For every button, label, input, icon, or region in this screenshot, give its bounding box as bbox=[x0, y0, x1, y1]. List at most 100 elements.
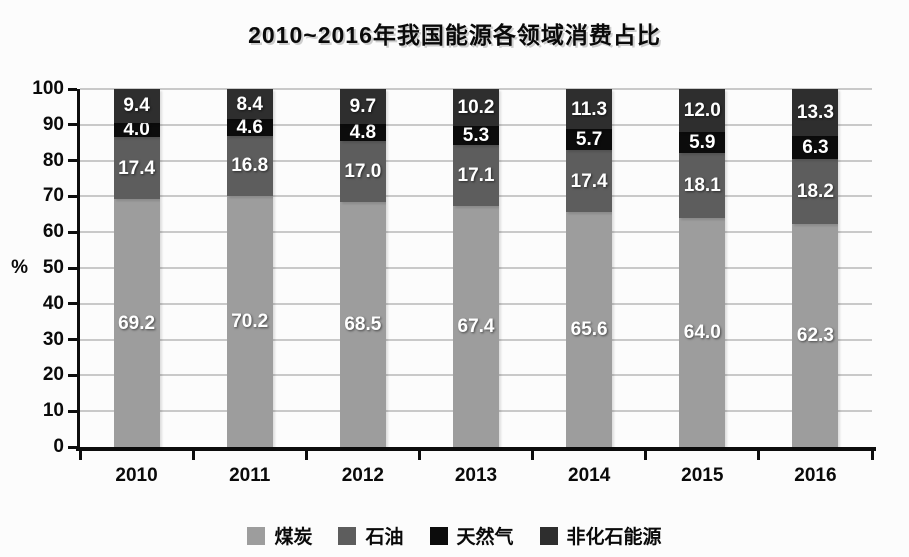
bar-value-label: 13.3 bbox=[796, 101, 834, 123]
x-axis-category-label: 2015 bbox=[681, 465, 724, 486]
y-axis-tick bbox=[68, 159, 77, 163]
y-axis-tick-label: 10 bbox=[42, 400, 64, 422]
bar-segment: 69.2 bbox=[113, 199, 160, 447]
bar-segment: 67.4 bbox=[453, 205, 499, 447]
gridline bbox=[80, 88, 872, 90]
bar-value-label: 67.4 bbox=[457, 315, 495, 337]
legend-label: 非化石能源 bbox=[566, 527, 662, 548]
bar-column-2012: 68.5 17.0 4.8 9.7 bbox=[339, 89, 386, 447]
y-axis-tick bbox=[68, 194, 77, 198]
bar-segment: 5.3 bbox=[453, 126, 499, 145]
bar-value-label: 65.6 bbox=[570, 319, 608, 341]
x-axis-line bbox=[76, 447, 876, 451]
x-axis-category-label: 2012 bbox=[341, 465, 384, 486]
bar-value-label: 6.3 bbox=[802, 137, 829, 159]
legend-item: 天然气 bbox=[429, 522, 514, 549]
bar-segment: 6.3 bbox=[792, 136, 839, 159]
y-axis-tick bbox=[68, 373, 77, 377]
bar-value-label: 18.2 bbox=[796, 180, 834, 202]
x-axis-tick bbox=[417, 451, 421, 460]
y-axis-tick bbox=[68, 445, 77, 449]
y-axis-tick bbox=[68, 123, 77, 127]
x-axis-tick bbox=[870, 451, 874, 460]
x-axis-category-label: 2010 bbox=[115, 465, 158, 486]
legend-label: 煤炭 bbox=[274, 527, 313, 548]
y-axis-tick bbox=[68, 409, 77, 413]
bar-column-2011: 70.2 16.8 4.6 8.4 bbox=[226, 89, 273, 447]
bar-value-label: 17.4 bbox=[570, 170, 608, 192]
y-axis-tick-label: 80 bbox=[42, 149, 64, 171]
bar-column-2013: 67.4 17.1 5.3 10.2 bbox=[453, 89, 499, 447]
y-axis-tick-label: 60 bbox=[42, 221, 64, 243]
bar-value-label: 17.4 bbox=[118, 157, 156, 179]
bar-segment: 4.6 bbox=[226, 116, 273, 138]
bar-segment: 12.0 bbox=[679, 89, 726, 132]
x-axis-tick bbox=[191, 451, 195, 460]
y-axis-tick bbox=[68, 87, 77, 91]
bar-segment: 64.0 bbox=[679, 217, 726, 447]
bar-segment: 8.4 bbox=[226, 89, 273, 120]
x-axis-tick bbox=[304, 451, 308, 460]
bar-value-label: 8.4 bbox=[236, 93, 263, 115]
x-axis-tick bbox=[757, 451, 761, 460]
legend: 煤炭 石油 天然气 非化石能源 bbox=[0, 522, 909, 549]
x-axis-tick bbox=[531, 451, 535, 460]
x-axis-category-label: 2016 bbox=[794, 465, 837, 486]
bar-value-label: 16.8 bbox=[231, 155, 269, 177]
y-axis-tick-label: 70 bbox=[42, 185, 64, 207]
bar-segment: 18.1 bbox=[679, 153, 726, 218]
legend-label: 天然气 bbox=[456, 527, 514, 548]
bar-segment: 17.4 bbox=[113, 136, 160, 200]
x-axis-tick bbox=[78, 451, 82, 460]
legend-item: 非化石能源 bbox=[539, 522, 662, 549]
x-axis-category-label: 2011 bbox=[229, 465, 271, 486]
y-axis-line bbox=[77, 89, 80, 447]
bar-segment: 5.7 bbox=[566, 129, 613, 151]
bar-value-label: 4.6 bbox=[236, 116, 263, 138]
bar-value-label: 18.1 bbox=[683, 174, 721, 196]
x-axis-category-label: 2014 bbox=[568, 465, 611, 486]
legend-label: 石油 bbox=[365, 527, 404, 548]
bar-value-label: 10.2 bbox=[457, 96, 495, 118]
bar-value-label: 17.0 bbox=[344, 160, 382, 182]
bar-value-label: 11.3 bbox=[571, 98, 608, 120]
bar-value-label: 5.3 bbox=[462, 124, 490, 146]
bar-segment: 4.8 bbox=[339, 123, 386, 142]
bar-segment: 11.3 bbox=[566, 89, 613, 130]
bar-segment: 62.3 bbox=[792, 223, 839, 447]
y-axis-tick-label: 30 bbox=[42, 328, 64, 350]
y-axis-tick-label: 20 bbox=[42, 364, 64, 386]
bar-segment: 65.6 bbox=[566, 212, 613, 447]
plot-area: % 0 10 20 30 40 50 60 70 80 90 100 69.2 17.4 4.0 9.4 20… bbox=[11, 78, 876, 486]
y-axis-unit-label: % bbox=[11, 257, 28, 278]
x-axis-category-label: 2013 bbox=[454, 465, 498, 486]
y-axis-tick bbox=[68, 302, 77, 306]
y-axis-tick-label: 90 bbox=[42, 113, 64, 135]
bar-column-2010: 69.2 17.4 4.0 9.4 bbox=[113, 89, 160, 447]
legend-swatch bbox=[338, 526, 357, 545]
y-axis-tick-label: 50 bbox=[42, 257, 64, 278]
legend-swatch bbox=[429, 526, 448, 545]
bar-segment: 17.0 bbox=[339, 140, 386, 202]
y-axis-tick bbox=[68, 338, 77, 342]
bar-value-label: 68.5 bbox=[344, 313, 382, 335]
bar-segment: 5.9 bbox=[679, 131, 726, 154]
bar-value-label: 9.4 bbox=[123, 95, 150, 117]
bar-segment: 18.2 bbox=[792, 158, 839, 224]
y-axis-tick bbox=[68, 230, 77, 234]
bar-value-label: 5.7 bbox=[575, 129, 603, 151]
bar-value-label: 70.2 bbox=[231, 310, 269, 332]
bar-value-label: 12.0 bbox=[683, 99, 721, 121]
bar-value-label: 62.3 bbox=[796, 324, 834, 346]
chart-title: 2010~2016年我国能源各领域消费占比 bbox=[248, 22, 661, 48]
bar-segment: 17.1 bbox=[453, 144, 499, 206]
bar-segment: 70.2 bbox=[226, 195, 273, 447]
bar-column-2015: 64.0 18.1 5.9 12.0 bbox=[679, 89, 726, 447]
bar-column-2016: 62.3 18.2 6.3 13.3 bbox=[792, 88, 839, 447]
y-axis-tick-label: 0 bbox=[53, 436, 64, 457]
bar-segment: 17.4 bbox=[566, 149, 613, 213]
legend-swatch bbox=[539, 526, 558, 545]
legend-item: 石油 bbox=[338, 522, 404, 549]
y-axis-tick bbox=[68, 266, 77, 270]
